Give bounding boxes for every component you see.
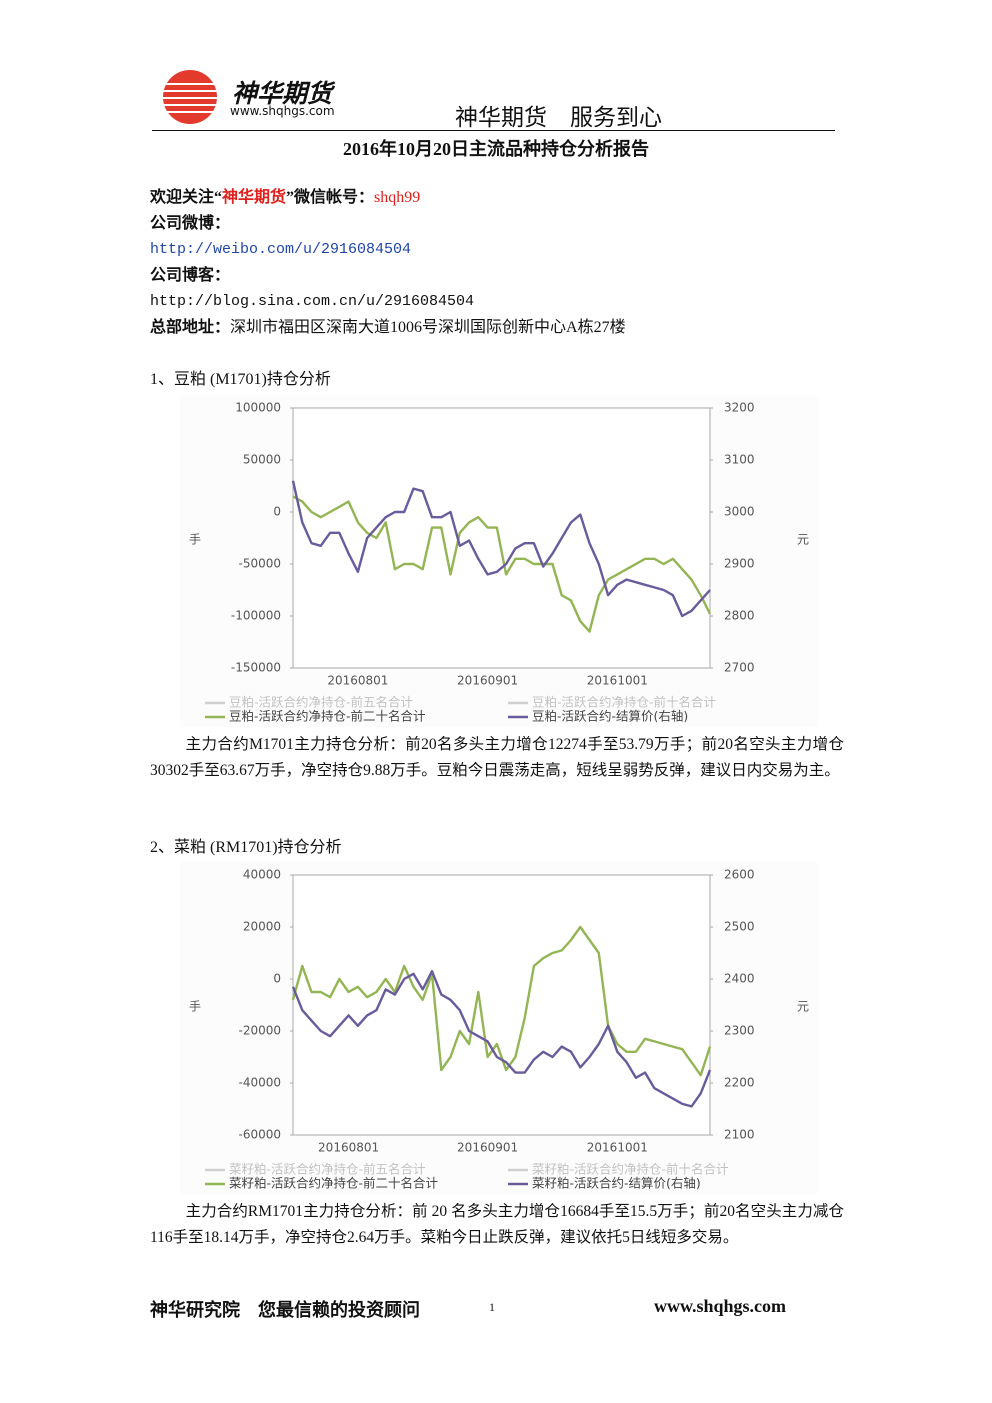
x-tick-label: 20161001 xyxy=(587,674,648,688)
y2-tick-label: 2800 xyxy=(724,609,755,623)
x-tick-label: 20160901 xyxy=(457,674,518,688)
y2-tick-label: 2100 xyxy=(724,1128,755,1142)
blog-link: http://blog.sina.com.cn/u/2916084504 xyxy=(150,293,475,310)
paragraph: 主力合约M1701主力持仓分析：前20名多头主力增仓12274手至53.79万手… xyxy=(150,736,844,779)
y-axis-label: 手 xyxy=(189,533,201,547)
address-line: 总部地址：深圳市福田区深南大道1006号深圳国际创新中心A栋27楼 xyxy=(150,317,626,339)
y2-axis-label: 元 xyxy=(797,533,809,547)
address: 深圳市福田区深南大道1006号深圳国际创新中心A栋27楼 xyxy=(230,319,626,336)
y-tick-label: 100000 xyxy=(235,401,281,415)
y2-tick-label: 2300 xyxy=(724,1024,755,1038)
page-number: 1 xyxy=(489,1300,495,1314)
y-tick-label: 20000 xyxy=(243,920,281,934)
y-tick-label: 0 xyxy=(273,505,281,519)
y-tick-label: -20000 xyxy=(238,1024,281,1038)
y2-tick-label: 3100 xyxy=(724,453,755,467)
series-line xyxy=(292,495,712,633)
brand: 神华期货 xyxy=(222,189,287,206)
y2-tick-label: 3000 xyxy=(724,505,755,519)
series-line xyxy=(291,970,712,1108)
wechat-id: shqh99 xyxy=(374,189,421,206)
y2-tick-label: 3200 xyxy=(724,401,755,415)
legend-label: 豆粕-活跃合约净持仓-前二十名合计 xyxy=(229,709,426,724)
legend-label: 豆粕-活跃合约净持仓-前五名合计 xyxy=(229,695,413,710)
paragraph: 主力合约RM1701主力持仓分析：前 20 名多头主力增仓16684手至15.5… xyxy=(150,1203,844,1246)
series-line xyxy=(291,925,712,1077)
slogan: 神华期货 服务到心 xyxy=(455,105,662,131)
y-tick-label: 50000 xyxy=(243,453,281,467)
footer-left: 神华研究院 您最信赖的投资顾问 xyxy=(150,1300,420,1320)
section-heading: 1、豆粕 (M1701)持仓分析 xyxy=(150,371,331,388)
logo-url: www.shqhgs.com xyxy=(230,104,335,118)
y2-tick-label: 2900 xyxy=(724,557,755,571)
chart: -60000 -40000 -20000 0 20000 40000 2100 2200 230… xyxy=(180,862,818,1194)
legend-label: 豆粕-活跃合约净持仓-前十名合计 xyxy=(532,695,716,710)
y2-tick-label: 2400 xyxy=(724,972,755,986)
y-tick-label: -150000 xyxy=(231,661,281,675)
address-label: 总部地址： xyxy=(150,319,231,336)
x-tick-label: 20160801 xyxy=(327,674,388,688)
text: 欢迎关注“ xyxy=(150,189,223,206)
legend-label: 菜籽粕-活跃合约净持仓-前十名合计 xyxy=(532,1162,729,1177)
legend-label: 菜籽粕-活跃合约-结算价(右轴) xyxy=(532,1176,701,1191)
y-axis-label: 手 xyxy=(189,1000,201,1014)
y2-tick-label: 2200 xyxy=(724,1076,755,1090)
logo-brand: 神华期货 xyxy=(232,79,333,108)
plot-area xyxy=(292,874,711,1136)
y-tick-label: 0 xyxy=(273,972,281,986)
x-tick-label: 20161001 xyxy=(587,1141,648,1155)
text: ”微信帐号： xyxy=(286,189,375,206)
y-tick-label: 40000 xyxy=(243,868,281,882)
section-heading: 2、菜粕 (RM1701)持仓分析 xyxy=(150,839,342,856)
y-tick-label: -100000 xyxy=(231,609,281,623)
y2-axis-label: 元 xyxy=(797,1000,809,1014)
y-tick-label: -60000 xyxy=(238,1128,281,1142)
y-tick-label: -50000 xyxy=(238,557,281,571)
plot-area xyxy=(292,407,711,669)
chart: -150000 -100000 -50000 0 50000 100000 2700 2800… xyxy=(180,395,818,727)
y2-tick-label: 2700 xyxy=(724,661,755,675)
report-title: 2016年10月20日主流品种持仓分析报告 xyxy=(343,139,649,159)
welcome-line: 欢迎关注“神华期货”微信帐号：shqh99 xyxy=(150,187,420,209)
footer-url: www.shqhgs.com xyxy=(654,1296,787,1316)
weibo-label: 公司微博： xyxy=(150,215,231,232)
y2-tick-label: 2500 xyxy=(724,920,755,934)
blog-label: 公司博客： xyxy=(150,267,231,284)
y2-tick-label: 2600 xyxy=(724,868,755,882)
y-tick-label: -40000 xyxy=(238,1076,281,1090)
legend-label: 豆粕-活跃合约-结算价(右轴) xyxy=(532,709,688,724)
logo-mark xyxy=(162,70,218,124)
x-tick-label: 20160801 xyxy=(318,1141,379,1155)
legend-label: 菜籽粕-活跃合约净持仓-前二十名合计 xyxy=(229,1176,438,1191)
header-rule xyxy=(152,130,835,131)
legend-label: 菜籽粕-活跃合约净持仓-前五名合计 xyxy=(229,1162,426,1177)
x-tick-label: 20160901 xyxy=(457,1141,518,1155)
weibo-link[interactable]: http://weibo.com/u/2916084504 xyxy=(150,241,412,258)
series-line xyxy=(291,480,711,618)
